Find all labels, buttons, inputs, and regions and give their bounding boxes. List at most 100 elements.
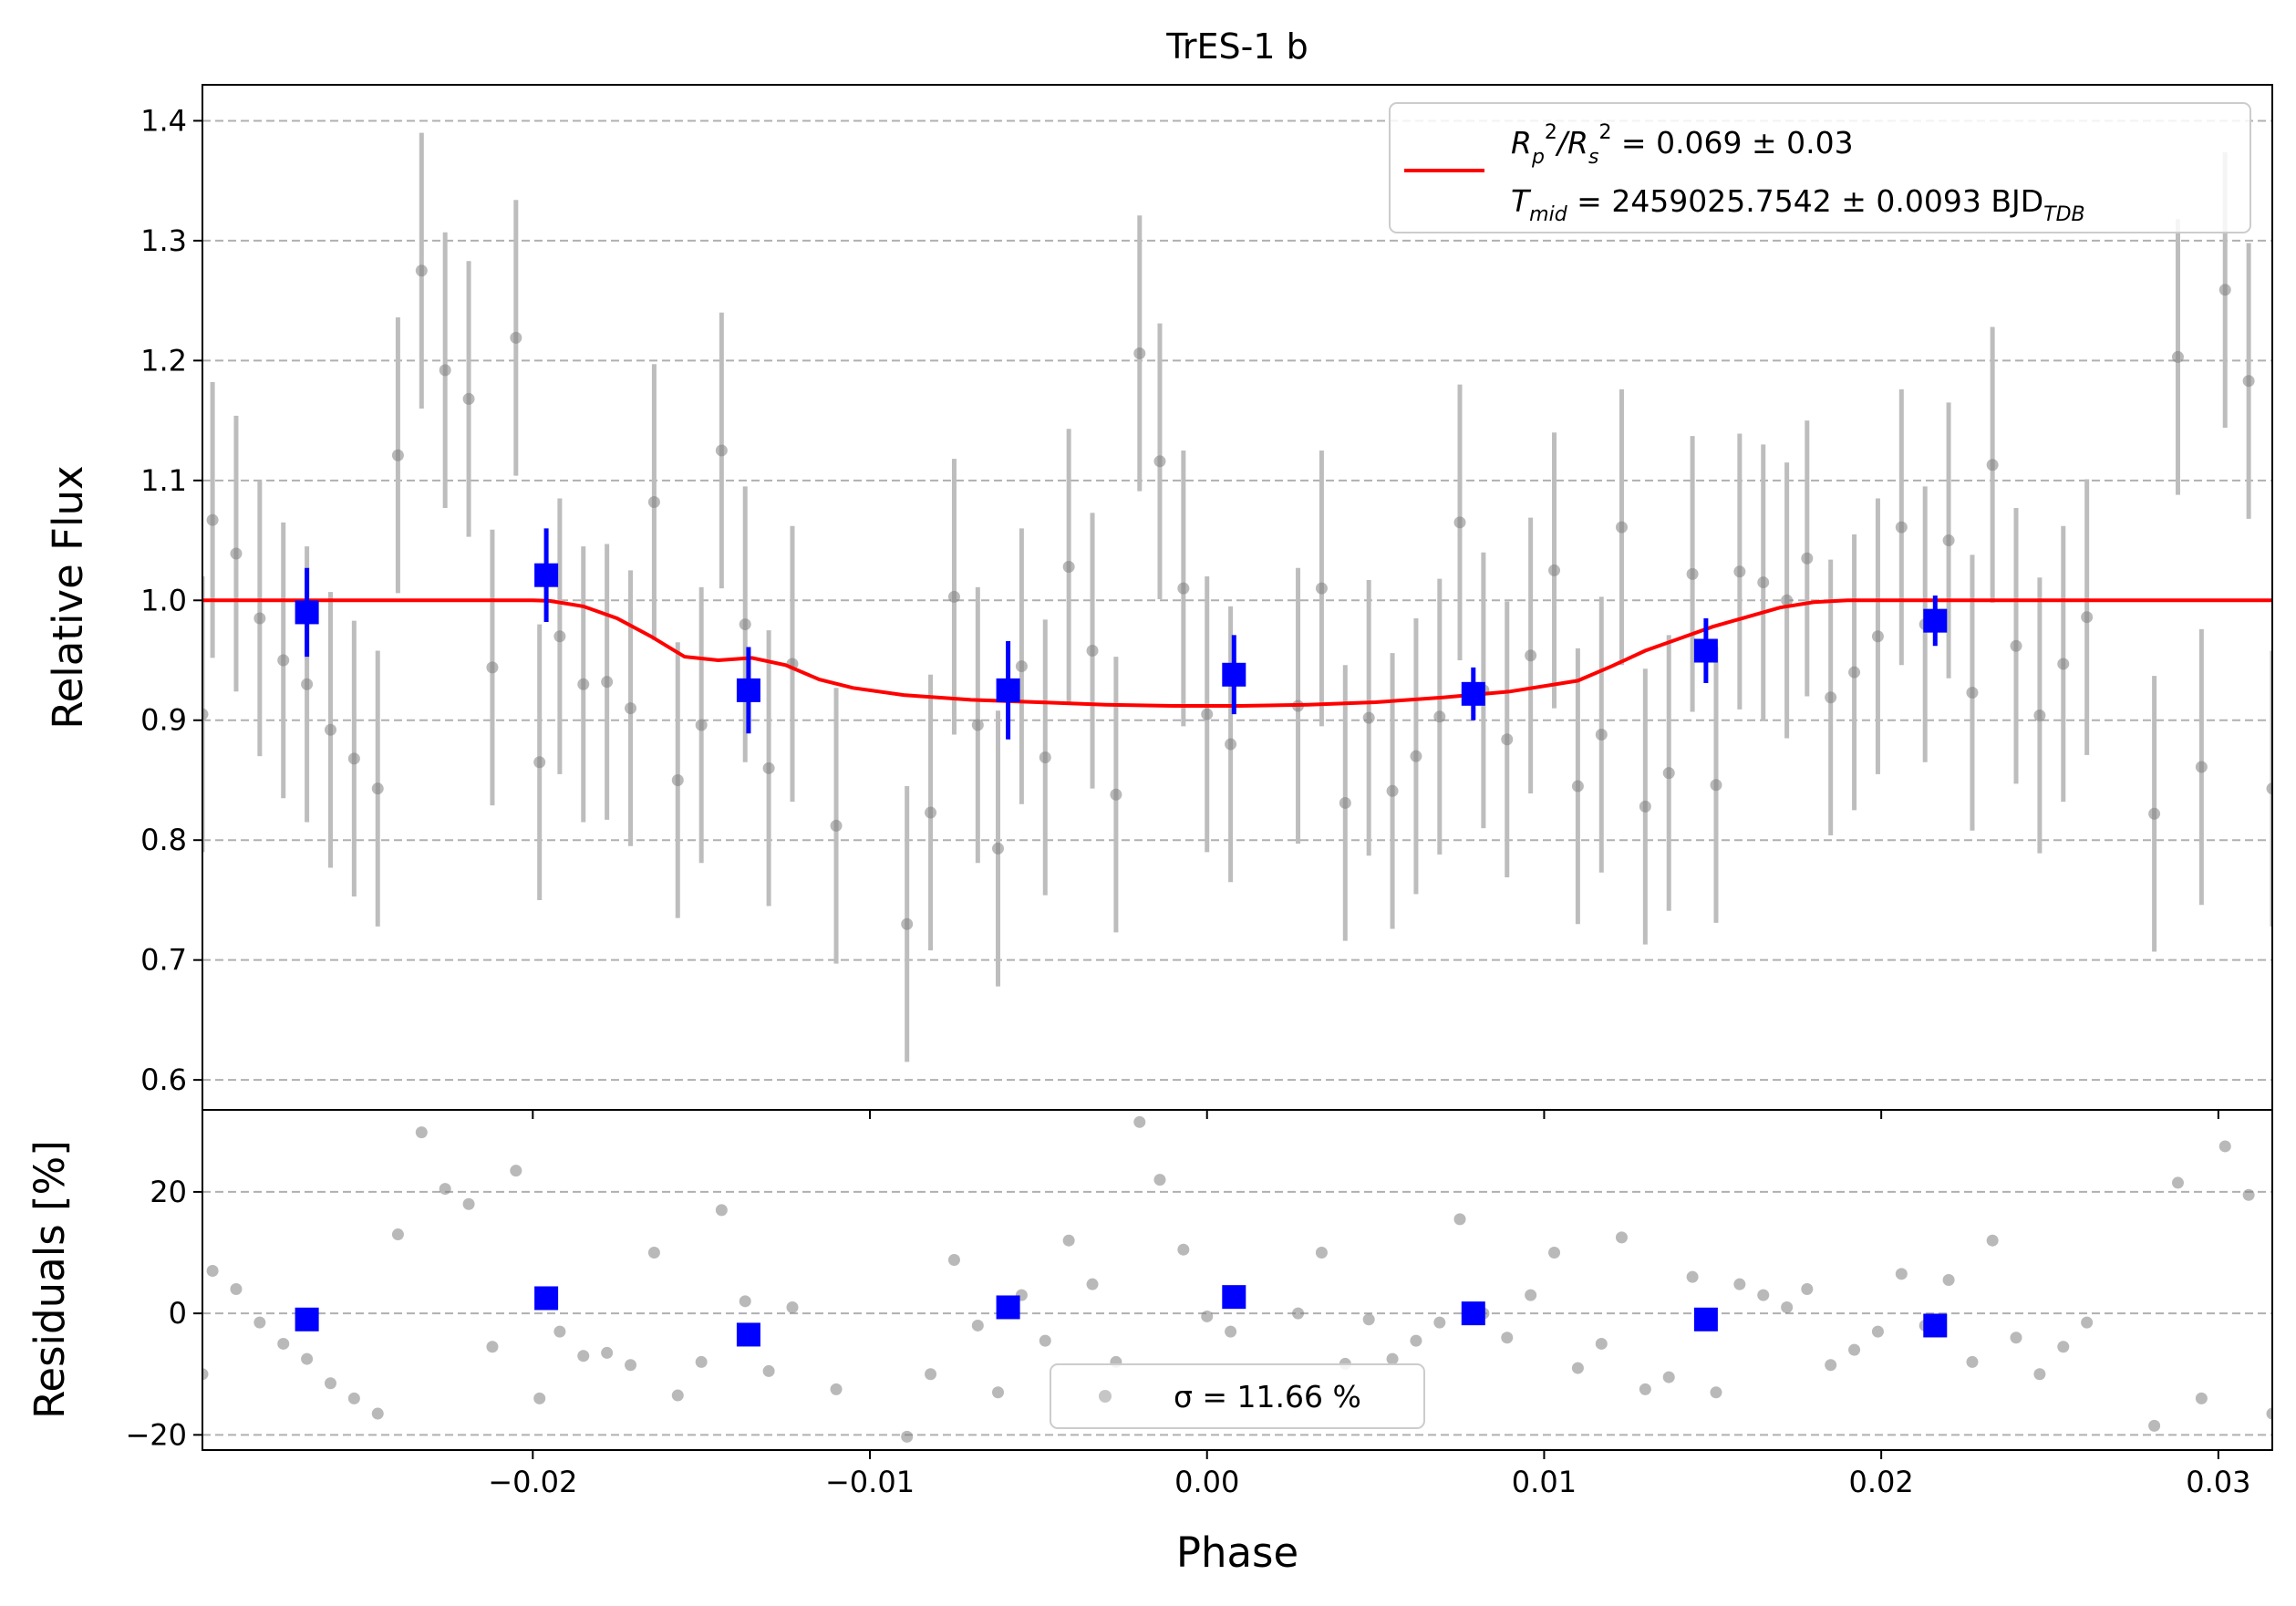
bottom-axes-frame [202,1109,2273,1451]
binned-point [1461,681,1485,706]
raw-point [1153,455,1166,468]
bottom-y-axis-title: Residuals [%] [26,1140,74,1419]
raw-point [715,444,728,457]
bottom-gridlines [202,1190,2272,1436]
raw-point [1895,521,1908,534]
raw-residual-point [253,1316,266,1329]
raw-point [1362,711,1375,724]
raw-residual-point [1757,1289,1770,1301]
raw-residual-point [762,1364,775,1377]
top-y-tick-label: 0.6 [140,1062,187,1097]
raw-residual-point [1781,1300,1794,1313]
bottom-x-tick-label: 0.00 [1174,1465,1239,1499]
raw-residual-point [1895,1268,1908,1280]
top-y-tick-label: 0.7 [140,943,187,978]
raw-point [2148,807,2161,820]
raw-residual-point [2081,1316,2094,1329]
raw-residual-point [486,1341,499,1353]
raw-residual-point [695,1355,708,1368]
raw-point [1015,660,1028,673]
raw-residual-point [2057,1341,2070,1353]
raw-point [925,806,937,819]
raw-residual-point [1039,1334,1051,1347]
top-model-curve [202,598,2272,708]
top-y-ticks: 0.6 0.7 0.8 0.9 1.0 1.1 1.2 1.3 1.4 [140,103,2219,1119]
binned-residual-point [1923,1313,1948,1338]
raw-point [1386,784,1399,797]
bottom-x-tick-label: −0.02 [488,1465,577,1499]
raw-point [1571,780,1584,793]
top-legend-box [1389,102,2251,233]
raw-residual-point [992,1386,1005,1399]
raw-residual-point [1733,1278,1746,1290]
raw-residual-point [2148,1419,2161,1432]
binned-point [996,678,1020,702]
raw-point [1177,582,1190,595]
raw-residual-point [277,1337,290,1350]
raw-residual-point [925,1368,937,1381]
raw-point [1501,733,1514,746]
raw-residual-point [1595,1337,1608,1350]
raw-point [1966,687,1979,699]
raw-residual-point [1453,1213,1466,1226]
raw-point [553,630,566,643]
raw-residual-point [2266,1407,2272,1420]
raw-point [1686,567,1699,580]
raw-point [971,719,984,731]
raw-residual-point [1686,1270,1699,1283]
raw-residual-point [533,1392,546,1404]
raw-residual-point [947,1254,960,1267]
raw-residual-point [1292,1307,1305,1320]
raw-residual-point [347,1392,360,1404]
top-legend: Rp2/Rs2 = 0.069 ± 0.03 Tmid = 2459025.75… [1389,102,2251,233]
raw-residual-point [1615,1231,1628,1244]
raw-residual-point [1825,1359,1837,1372]
raw-residual-point [1986,1234,1999,1247]
raw-residual-point [2171,1176,2184,1189]
raw-residual-point [1942,1274,1955,1286]
raw-residual-point [671,1389,684,1402]
raw-residual-point [1966,1355,1979,1368]
raw-point [1453,516,1466,529]
raw-residual-point [1710,1386,1722,1399]
raw-residual-point [415,1126,428,1139]
raw-point [206,513,219,526]
raw-residual-point [1201,1310,1214,1322]
raw-residual-point [324,1377,336,1390]
raw-residual-point [1362,1313,1375,1326]
bottom-x-tick-label: 0.03 [2186,1465,2250,1499]
raw-residual-point [1433,1316,1446,1329]
bottom-y-tick-label: 20 [150,1175,187,1209]
raw-point [671,773,684,786]
raw-residual-point [206,1265,219,1278]
raw-residual-point [1871,1325,1884,1338]
bottom-legend: σ = 11.66 % [1050,1363,1425,1429]
raw-residual-point [439,1183,451,1196]
raw-residual-point [971,1319,984,1331]
raw-point [830,819,843,832]
raw-residual-point [901,1430,914,1443]
raw-residual-point [786,1300,799,1313]
raw-point [992,842,1005,855]
raw-residual-point [1801,1282,1814,1295]
raw-residual-point [462,1197,475,1210]
top-panel: 0.6 0.7 0.8 0.9 1.0 1.1 1.2 1.3 1.4 Relative Flu… [44,84,2273,1119]
raw-point [2266,782,2272,795]
raw-point [1062,560,1075,573]
bottom-y-ticks: −20 0 20 [125,1175,202,1452]
raw-point [1133,347,1146,359]
top-y-tick-label: 1.0 [140,583,187,617]
legend-sigma: σ = 11.66 % [1174,1379,1361,1414]
raw-point [1710,779,1722,792]
binned-residual-point [295,1307,319,1331]
raw-point [347,752,360,765]
raw-point [647,495,660,508]
binned-point [1923,608,1948,633]
binned-residual-point [1461,1301,1485,1326]
binned-residual-point [534,1286,559,1311]
raw-residual-point [2010,1331,2022,1344]
raw-point [762,762,775,774]
raw-residual-point [2242,1188,2255,1201]
raw-point [1986,459,1999,471]
bottom-x-tick-label: 0.01 [1512,1465,1577,1499]
